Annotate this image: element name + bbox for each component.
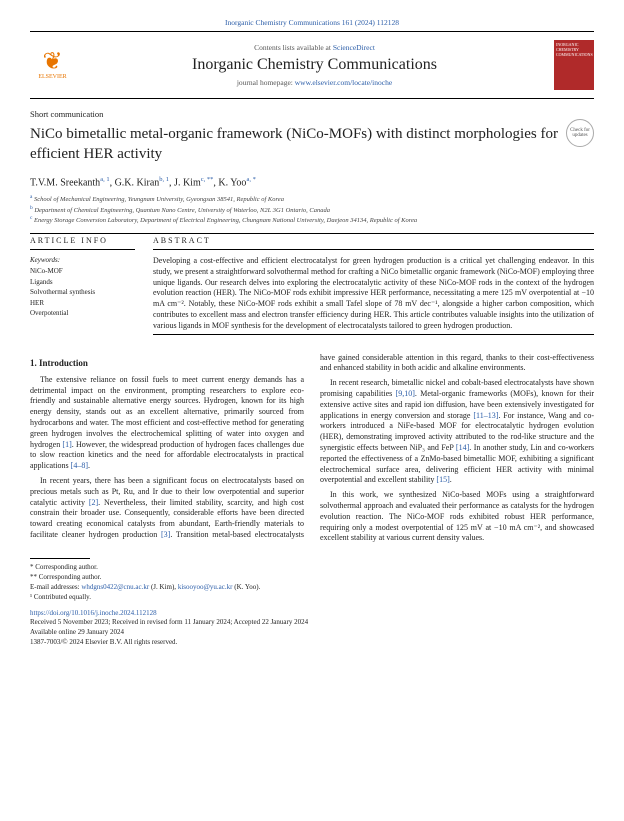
author-1: T.V.M. Sreekanth — [30, 177, 100, 188]
author-4: K. Yoo — [218, 177, 246, 188]
footer: * Corresponding author. ** Corresponding… — [30, 558, 594, 647]
email-link-2[interactable]: kisooyoo@yu.ac.kr — [178, 583, 233, 591]
keyword: Solvothermal synthesis — [30, 287, 135, 298]
author-2: G.K. Kiran — [115, 177, 160, 188]
citation[interactable]: [11–13] — [473, 411, 498, 420]
abstract-head: ABSTRACT — [153, 236, 594, 245]
check-updates-icon[interactable]: Check for updates — [566, 119, 594, 147]
journal-cover-thumb: INORGANIC CHEMISTRY COMMUNICATIONS — [554, 40, 594, 90]
citation[interactable]: [2] — [89, 498, 98, 507]
journal-title: Inorganic Chemistry Communications — [75, 56, 554, 74]
affiliation-c: Energy Storage Conversion Laboratory, De… — [34, 217, 417, 224]
keyword: Ligands — [30, 277, 135, 288]
affiliations: a School of Mechanical Engineering, Yeun… — [30, 194, 594, 225]
online-date: Available online 29 January 2024 — [30, 628, 594, 638]
emails-label: E-mail addresses: — [30, 583, 80, 591]
keyword: HER — [30, 298, 135, 309]
affiliation-b: Department of Chemical Engineering, Quan… — [34, 207, 330, 214]
citation[interactable]: [3] — [161, 530, 170, 539]
contents-line: Contents lists available at ScienceDirec… — [75, 43, 554, 52]
article-info-col: ARTICLE INFO Keywords: NiCo-MOF Ligands … — [30, 236, 135, 341]
citation[interactable]: [14] — [456, 443, 469, 452]
affiliation-a: School of Mechanical Engineering, Yeungn… — [34, 196, 284, 203]
homepage-line: journal homepage: www.elsevier.com/locat… — [75, 78, 554, 87]
citation[interactable]: [4–8] — [71, 461, 88, 470]
keywords-label: Keywords: — [30, 256, 135, 264]
author-3: J. Kim — [174, 177, 201, 188]
corr-note-2: ** Corresponding author. — [30, 573, 594, 583]
running-head-journal: Inorganic Chemistry Communications — [225, 18, 340, 27]
body-text: 1. Introduction The extensive reliance o… — [30, 353, 594, 545]
citation[interactable]: [15] — [436, 475, 449, 484]
doi-link[interactable]: https://doi.org/10.1016/j.inoche.2024.11… — [30, 609, 157, 617]
publisher-logo: ❦ ELSEVIER — [30, 40, 75, 90]
article-info-head: ARTICLE INFO — [30, 236, 135, 245]
article-title: NiCo bimetallic metal-organic framework … — [30, 125, 558, 164]
corr-note-1: * Corresponding author. — [30, 563, 594, 573]
masthead: ❦ ELSEVIER Contents lists available at S… — [30, 34, 594, 96]
abstract-text: Developing a cost-effective and efficien… — [153, 256, 594, 332]
publisher-name: ELSEVIER — [38, 74, 66, 80]
email-link-1[interactable]: whdgns0422@cnu.ac.kr — [81, 583, 149, 591]
history: Received 5 November 2023; Received in re… — [30, 618, 594, 628]
contrib-note: ¹ Contributed equally. — [30, 593, 594, 603]
abstract-col: ABSTRACT Developing a cost-effective and… — [153, 236, 594, 341]
top-rule — [30, 31, 594, 32]
copyright: 1387-7003/© 2024 Elsevier B.V. All right… — [30, 638, 594, 648]
running-head: Inorganic Chemistry Communications 161 (… — [30, 18, 594, 27]
author-list: T.V.M. Sreekantha, 1, G.K. Kiranb, 1, J.… — [30, 176, 594, 188]
mast-rule — [30, 98, 594, 99]
keyword: Overpotential — [30, 308, 135, 319]
elsevier-tree-icon: ❦ — [42, 50, 62, 74]
homepage-link[interactable]: www.elsevier.com/locate/inoche — [295, 78, 392, 87]
keyword: NiCo-MOF — [30, 266, 135, 277]
keywords-list: NiCo-MOF Ligands Solvothermal synthesis … — [30, 266, 135, 319]
citation[interactable]: [1] — [62, 440, 71, 449]
sciencedirect-link[interactable]: ScienceDirect — [333, 43, 375, 52]
section-heading: 1. Introduction — [30, 357, 304, 369]
aff-rule — [30, 233, 594, 234]
article-type: Short communication — [30, 109, 594, 119]
running-head-vol: 161 (2024) 112128 — [342, 18, 399, 27]
citation[interactable]: [9,10] — [396, 389, 415, 398]
